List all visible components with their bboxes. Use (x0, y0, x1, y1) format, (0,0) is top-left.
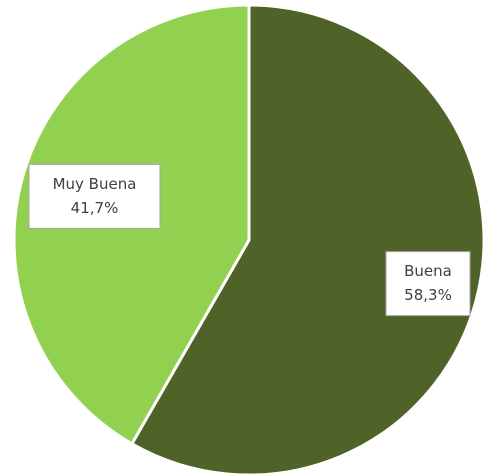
slice-value-label: 58,3% (404, 286, 452, 304)
slice-value-label: 41,7% (71, 199, 119, 217)
slice-label: Muy Buena (53, 175, 137, 193)
label-box (385, 251, 471, 317)
label-box (28, 163, 161, 229)
slice-label: Buena (404, 262, 452, 280)
